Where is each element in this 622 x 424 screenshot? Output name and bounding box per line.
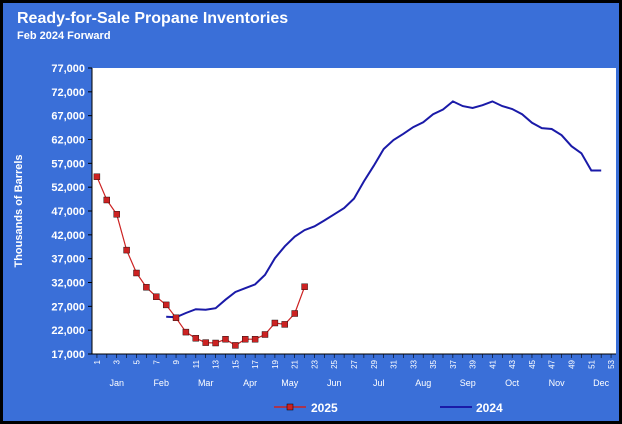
x-tick-label: 29 [370, 359, 379, 368]
x-tick-label: 41 [488, 359, 497, 368]
x-tick-label: 15 [231, 359, 240, 368]
x-tick-label: 47 [548, 359, 557, 368]
y-tick-label: 37,000 [51, 254, 85, 266]
series-2025-point [301, 283, 308, 290]
x-tick-label: 49 [568, 359, 577, 368]
y-tick-label: 77,000 [51, 63, 85, 75]
chart-subtitle: Feb 2024 Forward [17, 30, 111, 42]
month-label: Jan [109, 378, 124, 388]
y-tick-label: 62,000 [51, 135, 85, 147]
x-tick-label: 17 [251, 359, 260, 368]
x-tick-label: 11 [192, 359, 201, 368]
x-tick-label: 3 [113, 359, 122, 364]
x-tick-label: 31 [390, 359, 399, 368]
series-2025-point [153, 293, 160, 300]
series-2025-point [281, 321, 288, 328]
y-tick-label: 27,000 [51, 301, 85, 313]
x-tick-label: 33 [409, 359, 418, 368]
x-tick-label: 51 [587, 359, 596, 368]
series-2025-point [113, 211, 120, 218]
series-2025-point [241, 336, 249, 343]
series-2025-point [133, 269, 140, 277]
y-tick-label: 57,000 [51, 158, 85, 170]
series-2025-point [103, 196, 111, 204]
y-tick-label: 47,000 [51, 206, 85, 218]
series-2025-point [182, 328, 190, 336]
month-label: Sep [460, 378, 476, 388]
y-tick-label: 17,000 [51, 349, 85, 361]
series-2025-point [202, 339, 209, 346]
series-group [93, 100, 602, 349]
x-tick-label: 13 [212, 359, 221, 368]
y-axis-label: Thousands of Barrels [13, 154, 25, 267]
month-label: Nov [549, 378, 566, 388]
x-tick-label: 7 [152, 359, 161, 364]
y-tick-label: 22,000 [51, 325, 85, 337]
x-axis-ticks: 1 3 5 7 9 11 13 15 17 19 21 23 25 27 29 31 33 35 37 39 41 43 4… [93, 354, 616, 369]
month-label: Jul [373, 378, 385, 388]
month-label: Oct [505, 378, 520, 388]
series-2025-point [212, 339, 219, 347]
y-tick-label: 42,000 [51, 230, 85, 242]
x-tick-label: 45 [528, 359, 537, 368]
series-2025-point [251, 336, 259, 343]
x-tick-label: 5 [132, 359, 141, 364]
y-tick-label: 67,000 [51, 111, 85, 123]
series-2025-point [261, 331, 269, 338]
legend: 2025 2024 [274, 401, 503, 415]
series-2025-point [172, 314, 180, 321]
series-2025-point [222, 336, 229, 343]
series-2025-point [291, 310, 298, 317]
series-2025-point [143, 284, 150, 291]
legend-2025-marker [286, 403, 294, 411]
x-tick-label: 21 [291, 359, 300, 368]
legend-2025-label: 2025 [311, 401, 338, 415]
month-label: Dec [593, 378, 610, 388]
series-2025-point [123, 246, 130, 254]
x-tick-label: 37 [449, 359, 458, 368]
x-tick-label: 9 [172, 359, 181, 364]
series-2025-point [162, 301, 170, 309]
y-axis-ticks: 17,000 22,000 27,000 32,000 37,000 42,000 47,0… [51, 63, 92, 361]
y-tick-label: 52,000 [51, 182, 85, 194]
month-label: Apr [243, 378, 257, 388]
y-tick-label: 32,000 [51, 278, 85, 290]
series-2025-line [96, 176, 306, 347]
x-tick-label: 35 [429, 359, 438, 368]
x-tick-label: 19 [271, 359, 280, 368]
plot-area [92, 68, 616, 354]
month-label: Mar [198, 378, 214, 388]
x-tick-label: 43 [508, 359, 517, 368]
series-2025-point [93, 173, 101, 180]
series-2024-line [166, 100, 602, 319]
x-tick-label: 53 [607, 359, 616, 368]
x-tick-label: 1 [93, 359, 102, 364]
series-2025-point [232, 342, 239, 349]
month-labels: Jan Feb Mar Apr May Jun Jul Aug Sep Oct Nov Dec [109, 378, 609, 388]
x-tick-label: 27 [350, 359, 359, 368]
x-tick-label: 23 [310, 359, 319, 368]
x-tick-label: 25 [330, 359, 339, 368]
chart-title: Ready-for-Sale Propane Inventories [17, 10, 289, 27]
y-tick-label: 72,000 [51, 87, 85, 99]
series-2025-point [271, 319, 279, 327]
x-tick-label: 39 [469, 359, 478, 368]
month-label: Aug [415, 378, 431, 388]
legend-2024-label: 2024 [476, 401, 503, 415]
series-2025-point [192, 335, 200, 342]
month-label: Feb [153, 378, 169, 388]
month-label: Jun [327, 378, 342, 388]
month-label: May [281, 378, 299, 388]
